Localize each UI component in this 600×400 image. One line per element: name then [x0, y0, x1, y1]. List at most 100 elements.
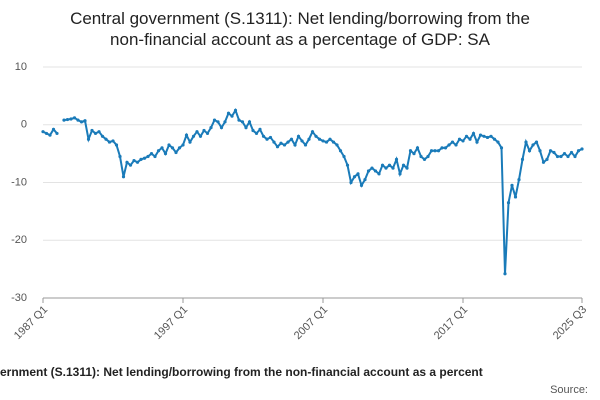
data-point	[482, 134, 486, 138]
data-point	[286, 140, 290, 144]
data-point	[76, 118, 80, 122]
data-point	[97, 130, 101, 134]
data-point	[471, 131, 476, 136]
x-tick-label: 2025 Q3	[551, 304, 589, 342]
data-point	[356, 172, 360, 176]
data-point	[303, 143, 308, 147]
data-point	[261, 134, 266, 138]
data-point	[328, 137, 332, 141]
data-point	[254, 131, 259, 136]
data-point	[198, 134, 203, 138]
data-point	[205, 131, 210, 136]
data-point	[527, 149, 532, 153]
data-point	[48, 133, 52, 137]
data-point	[237, 118, 241, 122]
data-point	[538, 149, 542, 153]
data-point	[69, 117, 73, 121]
data-point	[233, 108, 238, 112]
data-point	[90, 128, 94, 133]
data-point	[230, 114, 234, 118]
data-point	[174, 150, 178, 155]
data-point	[188, 140, 192, 144]
data-point	[419, 154, 423, 159]
data-point	[289, 137, 294, 141]
data-point	[576, 149, 581, 153]
data-point	[380, 163, 385, 167]
data-point	[384, 166, 388, 170]
data-point	[457, 137, 462, 141]
data-point	[426, 154, 430, 159]
source: Source:	[550, 384, 588, 396]
y-tick-label: -10	[11, 176, 27, 188]
data-point	[128, 163, 133, 167]
data-point	[265, 137, 269, 141]
data-point	[363, 178, 367, 182]
data-point	[454, 143, 458, 147]
data-point	[223, 120, 227, 124]
data-point	[226, 111, 231, 115]
data-point	[216, 120, 220, 124]
y-tick-label: 0	[21, 119, 27, 131]
x-tick-label: 2007 Q1	[292, 304, 330, 342]
data-point	[195, 130, 199, 134]
data-point	[240, 120, 245, 124]
data-point	[534, 140, 539, 144]
data-point	[114, 143, 119, 147]
data-point	[100, 134, 105, 138]
data-point	[559, 154, 563, 159]
data-point	[202, 128, 206, 133]
data-point	[331, 140, 336, 144]
data-point	[72, 116, 77, 120]
data-point	[125, 160, 129, 164]
data-point	[279, 141, 283, 145]
data-point	[293, 143, 297, 147]
data-point	[433, 149, 437, 153]
y-tick-label: 10	[15, 61, 27, 73]
data-point	[429, 149, 434, 153]
data-point	[408, 149, 413, 153]
data-point	[506, 201, 511, 205]
data-point	[314, 134, 318, 138]
data-point	[41, 130, 45, 134]
data-point	[65, 117, 70, 122]
data-point	[181, 143, 185, 147]
data-point	[398, 172, 402, 176]
data-point	[296, 134, 301, 138]
data-point	[401, 163, 406, 167]
data-point	[149, 152, 154, 156]
data-point	[324, 140, 329, 144]
data-point	[212, 118, 217, 122]
data-point	[139, 157, 143, 161]
data-point	[153, 154, 157, 159]
data-point	[79, 120, 84, 124]
data-point	[345, 163, 350, 167]
data-point	[464, 134, 469, 138]
data-point	[440, 146, 444, 150]
data-point	[268, 135, 273, 140]
data-point	[317, 137, 322, 141]
data-point	[573, 154, 577, 159]
footer-title: ernment (S.1311): Net lending/borrowing …	[0, 365, 483, 379]
data-point	[111, 139, 115, 143]
data-point	[184, 133, 189, 137]
data-point	[55, 131, 59, 136]
data-point	[163, 152, 168, 156]
data-point	[132, 158, 136, 163]
data-point	[373, 169, 378, 173]
data-point	[338, 149, 343, 153]
data-point	[580, 147, 584, 151]
data-line	[42, 107, 583, 274]
data-point	[104, 137, 108, 141]
y-tick-label: -30	[11, 292, 27, 304]
data-point	[251, 128, 255, 133]
data-point	[310, 130, 315, 134]
data-point	[422, 157, 427, 161]
chart-title: Central government (S.1311): Net lending…	[70, 9, 530, 49]
data-point	[391, 166, 395, 170]
data-point	[275, 145, 280, 149]
data-point	[342, 154, 346, 159]
data-point	[394, 157, 399, 161]
data-point	[160, 146, 164, 150]
data-point	[555, 154, 560, 159]
y-tick-label: -20	[11, 234, 27, 246]
